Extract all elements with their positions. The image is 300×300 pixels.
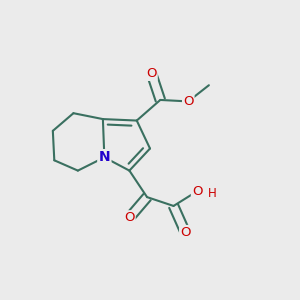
Text: O: O: [124, 211, 135, 224]
Text: O: O: [180, 226, 190, 239]
Text: O: O: [146, 67, 157, 80]
Text: O: O: [183, 95, 194, 108]
Text: O: O: [192, 185, 202, 198]
Text: H: H: [208, 187, 217, 200]
Text: N: N: [98, 150, 110, 164]
